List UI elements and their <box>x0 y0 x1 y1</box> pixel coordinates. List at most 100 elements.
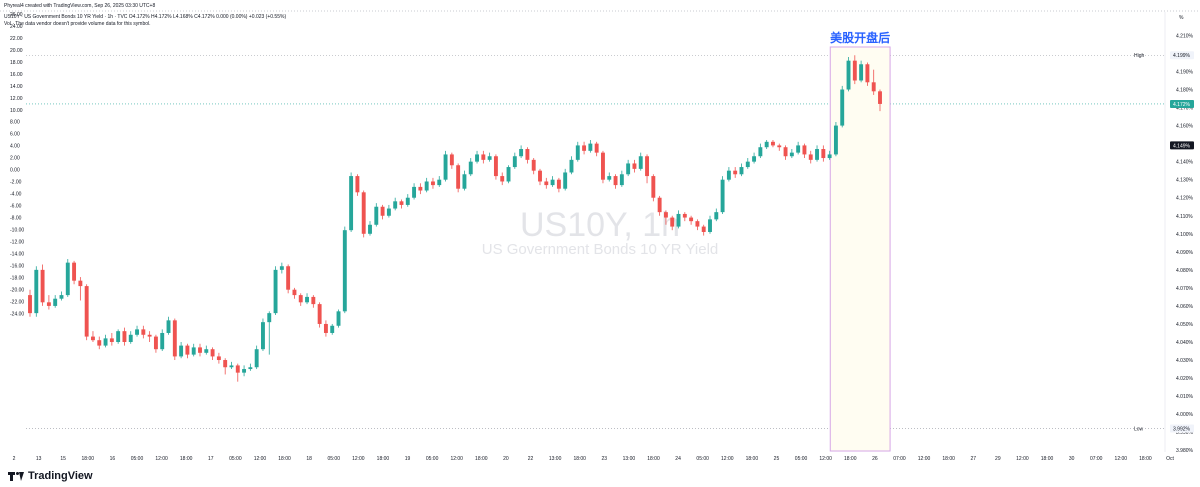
left-axis-tick: 2.00 <box>10 156 20 162</box>
low-label: Low <box>1134 427 1144 433</box>
time-axis-tick: 18:00 <box>278 456 291 462</box>
candle-body <box>166 320 171 333</box>
author-line: Phyreal4 created with TradingView.com, S… <box>4 3 156 9</box>
left-axis-tick: 4.00 <box>10 144 20 150</box>
candle-body <box>632 163 637 169</box>
candle-body <box>109 338 114 342</box>
volume-note: Vol · The data vendor doesn't provide vo… <box>4 21 151 27</box>
candle-body <box>645 156 649 177</box>
candle-body <box>771 141 775 146</box>
candle-body <box>147 334 152 337</box>
candle-body <box>852 60 857 81</box>
right-axis-tick: 4.170% <box>1176 106 1194 112</box>
candle-body <box>714 212 719 220</box>
candle-body <box>141 329 146 335</box>
candle-body <box>153 336 158 350</box>
candle-body <box>443 154 448 180</box>
right-axis-tick: 4.110% <box>1176 214 1193 220</box>
candle-body <box>229 365 234 368</box>
candle-body <box>172 320 177 357</box>
time-axis-tick: 12:00 <box>1016 456 1029 462</box>
candle-body <box>821 149 826 159</box>
annotation-box <box>829 46 891 452</box>
time-axis-tick: 24 <box>675 456 681 462</box>
time-axis-tick: 12:00 <box>155 456 168 462</box>
candle-body <box>204 349 209 353</box>
candle-body <box>657 197 662 213</box>
candle-body <box>833 125 838 155</box>
candle-body <box>386 208 391 216</box>
time-axis-tick: 18:00 <box>475 456 488 462</box>
left-axis-tick: -14.00 <box>10 251 24 257</box>
right-axis-tick: 4.160% <box>1176 124 1194 130</box>
right-axis-tick: 4.090% <box>1176 250 1194 256</box>
candle-body <box>349 176 354 231</box>
time-axis-tick: 15 <box>60 456 66 462</box>
left-axis: 26.00 24.00 22.00 20.00 18.00 16.00 14.00 12.00… <box>10 12 24 317</box>
time-axis-tick: 12:00 <box>918 456 931 462</box>
candle-body <box>242 369 247 373</box>
candle-body <box>878 91 882 104</box>
time-axis-tick: 29 <box>995 456 1001 462</box>
candle-body <box>682 213 687 218</box>
high-label: High <box>1134 53 1145 59</box>
candle-body <box>695 221 700 227</box>
symbol-watermark: US10Y, 1h US Government Bonds 10 YR Yiel… <box>482 206 719 258</box>
candle-body <box>248 367 253 370</box>
left-axis-tick: -2.00 <box>10 180 22 186</box>
candle-body <box>764 141 769 148</box>
left-axis-tick: -4.00 <box>10 192 22 198</box>
candle-body <box>267 313 272 323</box>
time-axis-tick: 18:00 <box>647 456 660 462</box>
candle-body <box>412 186 417 198</box>
time-axis-tick: 18:00 <box>377 456 390 462</box>
candle-body <box>91 336 95 341</box>
candle-body <box>569 159 574 173</box>
candle-body <box>708 219 712 232</box>
candle-body <box>305 296 309 303</box>
candle-body <box>311 296 316 305</box>
right-axis-tick: 4.130% <box>1176 178 1194 184</box>
candle-body <box>626 163 631 175</box>
left-axis-tick: 18.00 <box>10 60 23 66</box>
candle-body <box>261 322 265 350</box>
candle-body <box>468 161 473 175</box>
time-axis-tick: 05:00 <box>696 456 709 462</box>
watermark-name: US Government Bonds 10 YR Yield <box>482 241 719 258</box>
candle-body <box>487 156 492 160</box>
candle-body <box>128 334 133 342</box>
time-axis-tick: 18:00 <box>942 456 955 462</box>
left-axis-tick: -16.00 <box>10 263 24 269</box>
candle-body <box>216 356 221 361</box>
left-axis-tick: 14.00 <box>10 84 23 90</box>
left-axis-tick: -20.00 <box>10 287 24 293</box>
candle-body <box>185 345 190 355</box>
candle-body <box>544 181 549 186</box>
candle-body <box>286 266 291 290</box>
candle-body <box>235 365 240 373</box>
candle-body <box>827 154 832 159</box>
last-price-value: 4.172% <box>1173 102 1191 108</box>
candle-body <box>475 154 479 162</box>
time-axis-tick: 05:00 <box>426 456 439 462</box>
time-axis-tick: 25 <box>774 456 780 462</box>
symbol-line[interactable]: US10Y · US Government Bonds 10 YR Yield … <box>4 14 287 20</box>
candle-body <box>512 156 517 168</box>
candle-body <box>59 295 64 299</box>
right-axis-tick: 4.140% <box>1176 160 1194 166</box>
time-axis-tick: 12:00 <box>721 456 734 462</box>
candle-body <box>594 143 599 153</box>
candle-body <box>556 179 561 189</box>
candle-body <box>726 170 731 180</box>
tradingview-logo-icon <box>8 471 24 481</box>
candle-body <box>607 176 612 180</box>
high-low-guides <box>26 54 1164 429</box>
candle-body <box>418 186 423 191</box>
tradingview-logo[interactable]: TradingView <box>8 470 93 482</box>
left-axis-tick: -24.00 <box>10 311 24 317</box>
time-axis-tick: 05:00 <box>795 456 808 462</box>
candle-body <box>65 262 70 296</box>
time-axis-tick: 18:00 <box>1041 456 1054 462</box>
candle-body <box>733 170 738 175</box>
left-axis-tick: 12.00 <box>10 96 23 102</box>
